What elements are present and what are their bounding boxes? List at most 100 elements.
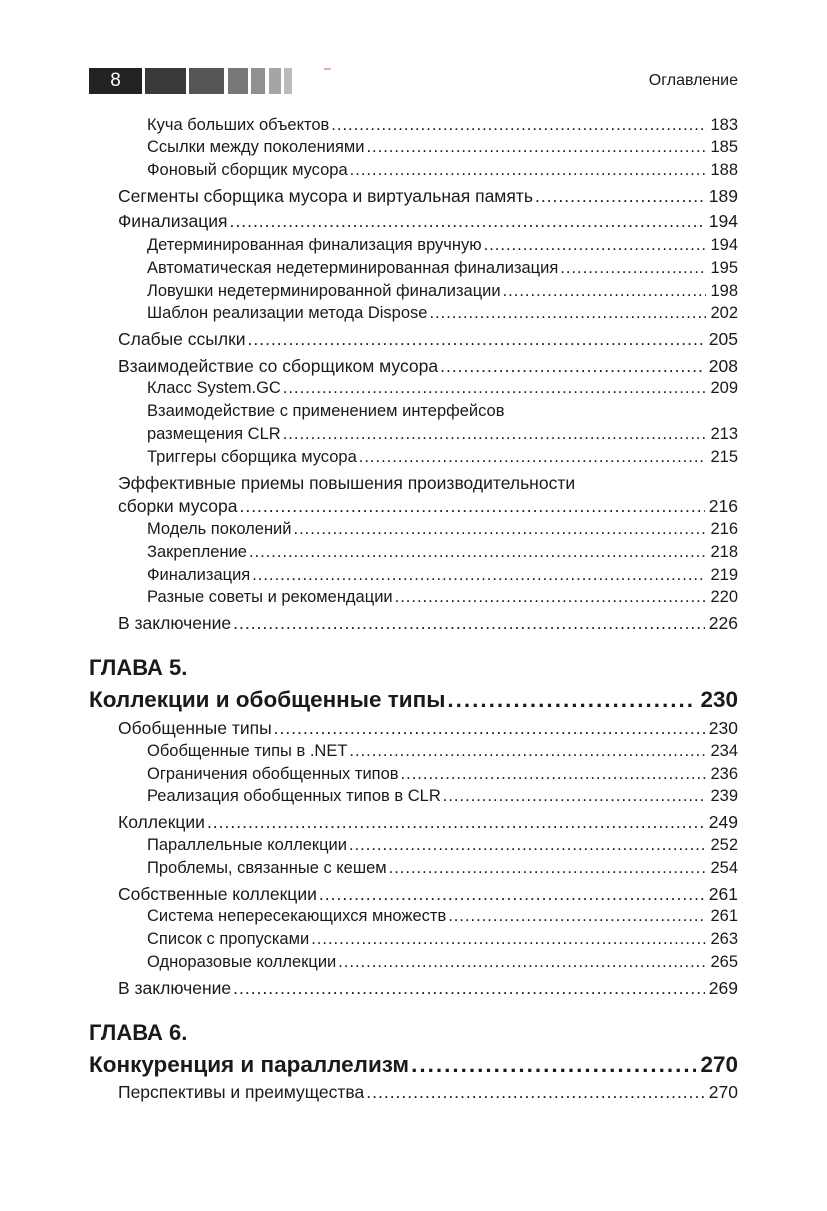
toc-entry[interactable]: Список с пропусками 263: [147, 928, 738, 951]
toc-entry[interactable]: Сегменты сборщика мусора и виртуальная п…: [118, 185, 738, 208]
toc-entry-page: 209: [710, 379, 738, 397]
dot-leader: [401, 763, 707, 786]
toc-entry-page: 269: [708, 978, 738, 998]
header-decor-bar: [284, 68, 292, 94]
toc-entry-title: Взаимодействие со сборщиком мусора: [118, 356, 439, 376]
toc-entry[interactable]: Система непересекающихся множеств 261: [147, 905, 738, 928]
chapter-title[interactable]: Конкуренция и параллелизм 270: [89, 1052, 738, 1078]
toc-entry-title: Финализация: [147, 566, 251, 584]
toc-entry[interactable]: Детерминированная финализация вручную 194: [147, 234, 738, 257]
toc-entry[interactable]: Закрепление 218: [147, 541, 738, 564]
toc-entry[interactable]: Проблемы, связанные с кешем 254: [147, 857, 738, 880]
toc-entry-title: Проблемы, связанные с кешем: [147, 859, 387, 877]
toc-entry-title: Детерминированная финализация вручную: [147, 236, 482, 254]
running-title: Оглавление: [648, 72, 738, 89]
toc-entry[interactable]: Разные советы и рекомендации 220: [147, 586, 738, 609]
header-decor-bar: [269, 68, 281, 94]
dot-leader: [349, 834, 706, 857]
toc-entry-page: 219: [710, 566, 738, 584]
chapter-title-text: Коллекции и обобщенные типы: [89, 687, 446, 712]
toc-entry-title: Разные советы и рекомендации: [147, 588, 393, 606]
toc-entry[interactable]: размещения CLR 213: [147, 423, 738, 446]
chapter-title-text: Конкуренция и параллелизм: [89, 1052, 410, 1077]
dot-leader: [535, 185, 705, 208]
toc-entry-title: Финализация: [118, 211, 228, 231]
toc-entry[interactable]: Коллекции 249: [118, 811, 738, 834]
dot-leader: [338, 951, 706, 974]
toc-entry[interactable]: Куча больших объектов 183: [147, 114, 738, 137]
chapter-title[interactable]: Коллекции и обобщенные типы 230: [89, 687, 738, 713]
toc-entry-page: 234: [710, 742, 738, 760]
dot-leader: [331, 114, 706, 137]
toc-entry[interactable]: Триггеры сборщика мусора 215: [147, 446, 738, 469]
toc-entry-title: Система непересекающихся множеств: [147, 907, 447, 925]
toc-entry-page: 239: [710, 787, 738, 805]
toc-entry[interactable]: Ловушки недетерминированной финализации 1…: [147, 280, 738, 303]
toc-entry-page: 189: [708, 186, 738, 206]
toc-entry-page: 198: [710, 282, 738, 300]
toc-entry[interactable]: Обобщенные типы 230: [118, 717, 738, 740]
toc-entry-title: Слабые ссылки: [118, 329, 246, 349]
dot-leader: [283, 423, 707, 446]
toc-entry-page: 215: [710, 448, 738, 466]
toc-entry[interactable]: Собственные коллекции 261: [118, 883, 738, 906]
toc-entry-title: В заключение: [118, 613, 232, 633]
toc-entry[interactable]: Автоматическая недетерминированная финал…: [147, 257, 738, 280]
dot-leader: [411, 1052, 696, 1078]
toc-entry[interactable]: Слабые ссылки 205: [118, 328, 738, 351]
toc-entry[interactable]: Ограничения обобщенных типов 236: [147, 763, 738, 786]
toc-entry[interactable]: Обобщенные типы в .NET 234: [147, 740, 738, 763]
toc-entry-text-line: Эффективные приемы повышения производите…: [118, 473, 576, 493]
toc-entry-page: 252: [710, 836, 738, 854]
toc-entry[interactable]: Финализация 194: [118, 210, 738, 233]
toc-entry-title: Автоматическая недетерминированная финал…: [147, 259, 559, 277]
header-decor-bar: [189, 68, 224, 94]
toc-entry[interactable]: В заключение 269: [118, 977, 738, 1000]
chapter-page: 230: [700, 687, 738, 712]
dot-leader: [443, 785, 707, 808]
toc-entry-title: В заключение: [118, 978, 232, 998]
toc-entry-title: Класс System.GC: [147, 379, 281, 397]
toc-entry-page: 185: [710, 138, 738, 156]
dot-leader: [249, 541, 707, 564]
toc-entry-title: Шаблон реализации метода Dispose: [147, 304, 428, 322]
toc-entry-page: 195: [710, 259, 738, 277]
toc-entry-page: 254: [710, 859, 738, 877]
toc-entry[interactable]: Фоновый сборщик мусора 188: [147, 159, 738, 182]
page-number: 8: [89, 68, 142, 94]
toc-entry-page: 188: [710, 161, 738, 179]
toc-entry[interactable]: Реализация обобщенных типов в CLR 239: [147, 785, 738, 808]
header-decor-bar: [228, 68, 248, 94]
toc-entry-page: 230: [708, 718, 738, 738]
toc-entry-page: 270: [708, 1082, 738, 1102]
toc-entry[interactable]: Класс System.GC 209: [147, 377, 738, 400]
dot-leader: [233, 977, 705, 1000]
toc-entry-title: размещения CLR: [147, 425, 281, 443]
dot-leader: [484, 234, 707, 257]
toc-entry-page: 265: [710, 953, 738, 971]
dot-leader: [448, 905, 706, 928]
dot-leader: [366, 136, 706, 159]
dot-leader: [252, 564, 706, 587]
dot-leader: [349, 740, 706, 763]
toc-entry-title: Закрепление: [147, 543, 247, 561]
toc-entry[interactable]: Параллельные коллекции 252: [147, 834, 738, 857]
toc-entry[interactable]: Модель поколений 216: [147, 518, 738, 541]
toc-entry[interactable]: сборки мусора 216: [118, 495, 738, 518]
toc-entry[interactable]: Финализация 219: [147, 564, 738, 587]
toc-entry[interactable]: Одноразовые коллекции 265: [147, 951, 738, 974]
toc-entry-title: сборки мусора: [118, 496, 238, 516]
toc-entry[interactable]: Шаблон реализации метода Dispose 202: [147, 302, 738, 325]
toc-entry[interactable]: Перспективы и преимущества 270: [118, 1081, 738, 1104]
toc-entry[interactable]: Ссылки между поколениями 185: [147, 136, 738, 159]
toc-entry-title: Одноразовые коллекции: [147, 953, 337, 971]
dot-leader: [274, 717, 705, 740]
dot-leader: [239, 495, 704, 518]
dot-leader: [294, 518, 707, 541]
toc-entry[interactable]: В заключение 226: [118, 612, 738, 635]
toc-entry-title: Коллекции: [118, 812, 205, 832]
toc-entry[interactable]: Взаимодействие со сборщиком мусора 208: [118, 355, 738, 378]
dot-leader: [395, 586, 707, 609]
toc-entry-page: 205: [708, 329, 738, 349]
